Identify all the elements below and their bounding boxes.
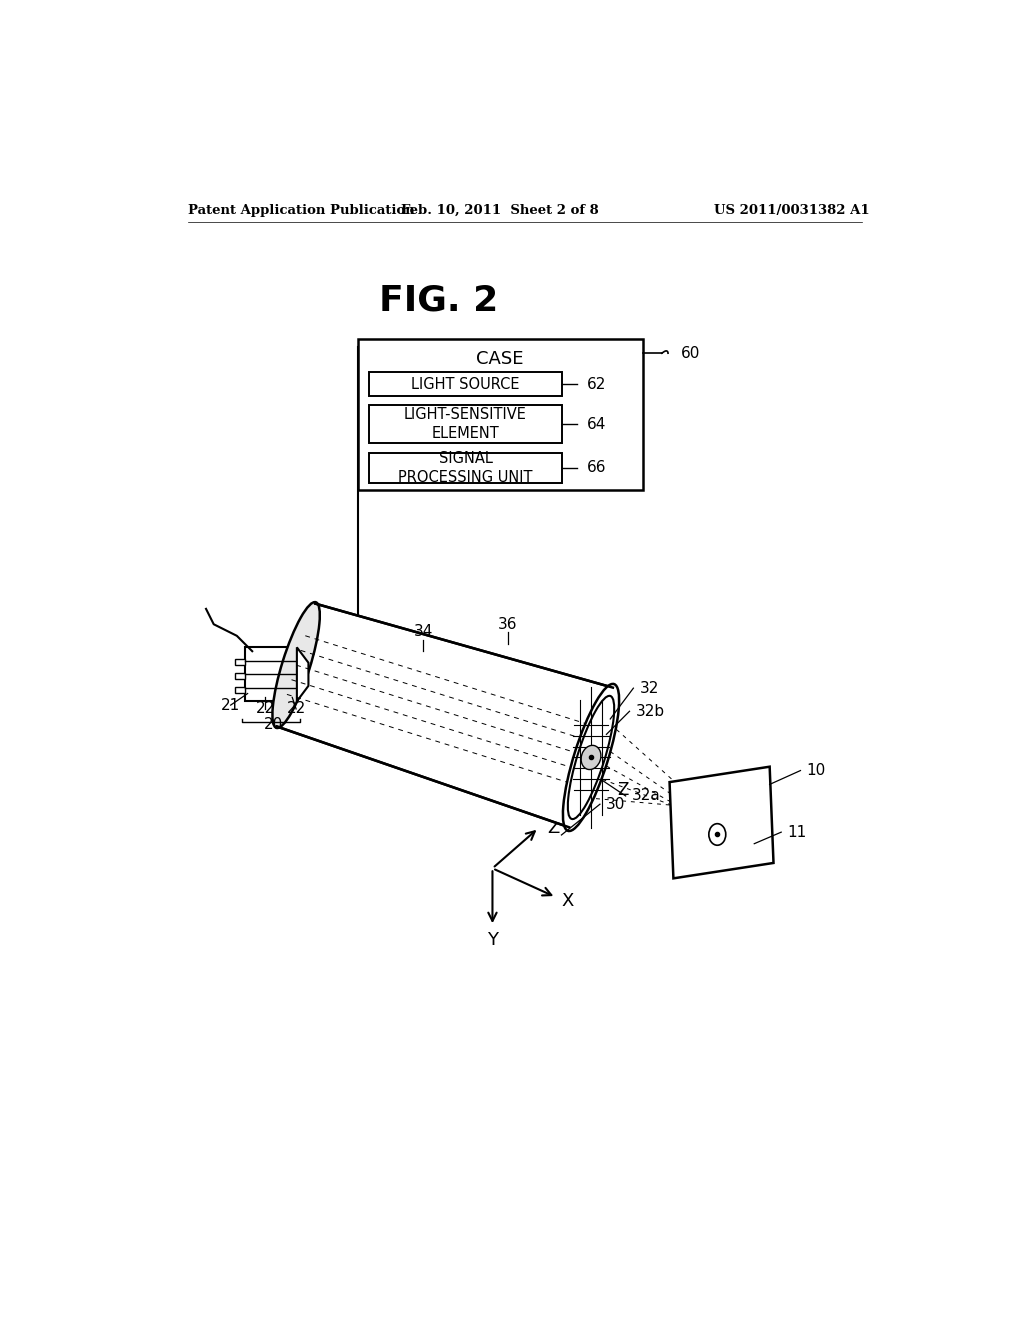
Text: 60: 60 [681,346,700,360]
Ellipse shape [563,684,620,832]
Text: 34: 34 [414,624,433,639]
Text: CASE: CASE [476,350,524,367]
Text: 22: 22 [287,701,306,717]
Text: 32a: 32a [632,788,660,804]
Polygon shape [297,647,308,701]
Text: 21: 21 [221,697,241,713]
Text: US 2011/0031382 A1: US 2011/0031382 A1 [714,205,869,218]
Bar [357,339,643,490]
Text: SIGNAL
PROCESSING UNIT: SIGNAL PROCESSING UNIT [398,451,532,484]
Text: 30: 30 [606,797,626,812]
Text: 32b: 32b [636,704,665,719]
Bar [370,405,562,444]
Text: Z: Z [617,781,629,799]
Bar [370,372,562,396]
Text: 20: 20 [263,717,283,731]
Text: LIGHT-SENSITIVE
ELEMENT: LIGHT-SENSITIVE ELEMENT [404,408,527,441]
Text: 11: 11 [787,825,807,840]
Text: 22: 22 [256,701,274,717]
Ellipse shape [709,824,726,845]
Text: 10: 10 [807,763,826,777]
Text: LIGHT SOURCE: LIGHT SOURCE [412,376,520,392]
Bar [370,453,562,483]
Polygon shape [276,603,613,828]
Text: 66: 66 [587,461,606,475]
Bar [236,659,245,665]
Polygon shape [670,767,773,878]
Bar [245,647,297,701]
Bar [236,686,245,693]
Text: FIG. 2: FIG. 2 [379,284,499,318]
Ellipse shape [272,602,319,729]
Text: 32: 32 [640,681,658,696]
Text: Feb. 10, 2011  Sheet 2 of 8: Feb. 10, 2011 Sheet 2 of 8 [401,205,599,218]
Text: 64: 64 [587,417,606,432]
Text: Y: Y [487,931,498,949]
Text: X: X [562,892,574,909]
Ellipse shape [582,746,601,770]
Bar [236,673,245,678]
Text: 36: 36 [498,616,517,632]
Text: 62: 62 [587,376,606,392]
Text: Z: Z [548,818,560,837]
Text: Patent Application Publication: Patent Application Publication [188,205,415,218]
